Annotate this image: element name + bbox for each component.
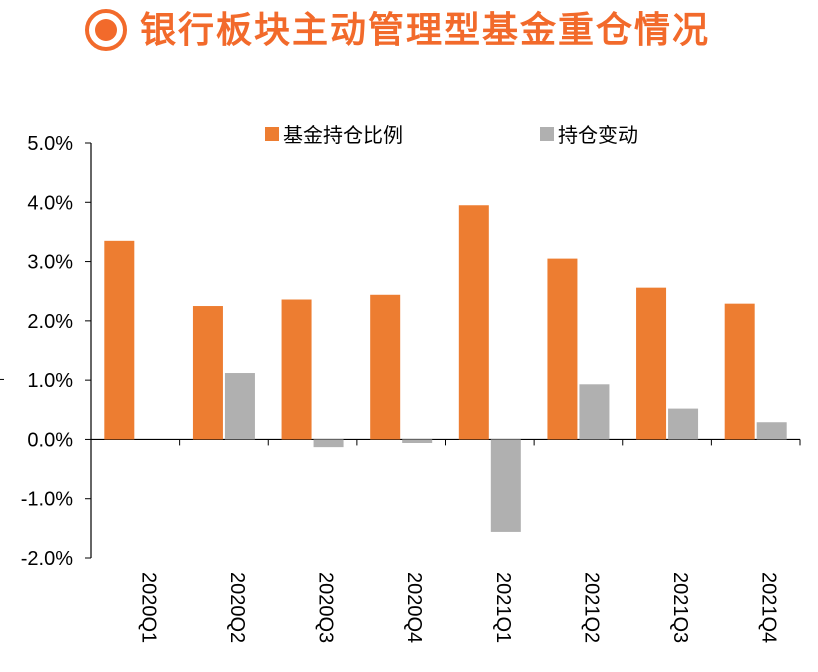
legend-swatch-holding-ratio bbox=[265, 127, 279, 141]
x-tick-label: 2021Q1 bbox=[492, 572, 514, 643]
holding-change-bar bbox=[490, 439, 521, 532]
y-tick-label: 2.0% bbox=[27, 311, 73, 333]
y-tick-label: 1.0% bbox=[27, 370, 73, 392]
holding-ratio-bar bbox=[370, 294, 401, 440]
chart-title: 银行板块主动管理型基金重仓情况 bbox=[140, 9, 711, 51]
y-tick-label: -2.0% bbox=[21, 548, 73, 570]
holding-change-bar bbox=[756, 422, 787, 440]
x-tick-label: 2021Q4 bbox=[758, 572, 780, 643]
x-tick-label: 2021Q3 bbox=[669, 572, 691, 643]
x-tick-label: 2020Q4 bbox=[403, 572, 425, 643]
x-tick-label: 2020Q2 bbox=[226, 572, 248, 643]
y-tick-label: 3.0% bbox=[27, 252, 73, 274]
target-circle-icon bbox=[85, 9, 127, 51]
holding-ratio-bar bbox=[192, 306, 223, 440]
holding-ratio-bar bbox=[281, 299, 312, 440]
x-tick-label: 2020Q3 bbox=[315, 572, 337, 643]
holding-change-bar bbox=[668, 408, 699, 440]
x-tick-label: 2021Q2 bbox=[580, 572, 602, 643]
holding-change-bar bbox=[579, 384, 610, 440]
y-tick-label: 0.0% bbox=[27, 429, 73, 451]
legend-label-holding-ratio: 基金持仓比例 bbox=[283, 123, 403, 147]
holding-ratio-bar bbox=[547, 258, 578, 440]
title-bar: 银行板块主动管理型基金重仓情况 bbox=[0, 0, 818, 64]
holding-change-bar bbox=[224, 373, 255, 440]
holding-change-bar bbox=[313, 439, 344, 448]
holding-ratio-bar bbox=[104, 240, 135, 440]
bar-chart: 5.0% 4.0% 3.0% 2.0% 1.0% 0.0% -1.0% -2.0% 2020Q1… bbox=[0, 123, 801, 643]
y-tick-label: -1.0% bbox=[21, 489, 73, 511]
y-tick-label: 5.0% bbox=[27, 133, 73, 155]
holding-ratio-bar bbox=[458, 205, 489, 440]
y-tick-label: 4.0% bbox=[27, 192, 73, 214]
legend-label-holding-change: 持仓变动 bbox=[558, 123, 638, 147]
holding-ratio-bar bbox=[724, 303, 755, 440]
legend-swatch-holding-change bbox=[540, 127, 554, 141]
holding-ratio-bar bbox=[636, 287, 667, 440]
holding-change-bar bbox=[402, 439, 433, 443]
x-tick-label: 2020Q1 bbox=[137, 572, 159, 643]
